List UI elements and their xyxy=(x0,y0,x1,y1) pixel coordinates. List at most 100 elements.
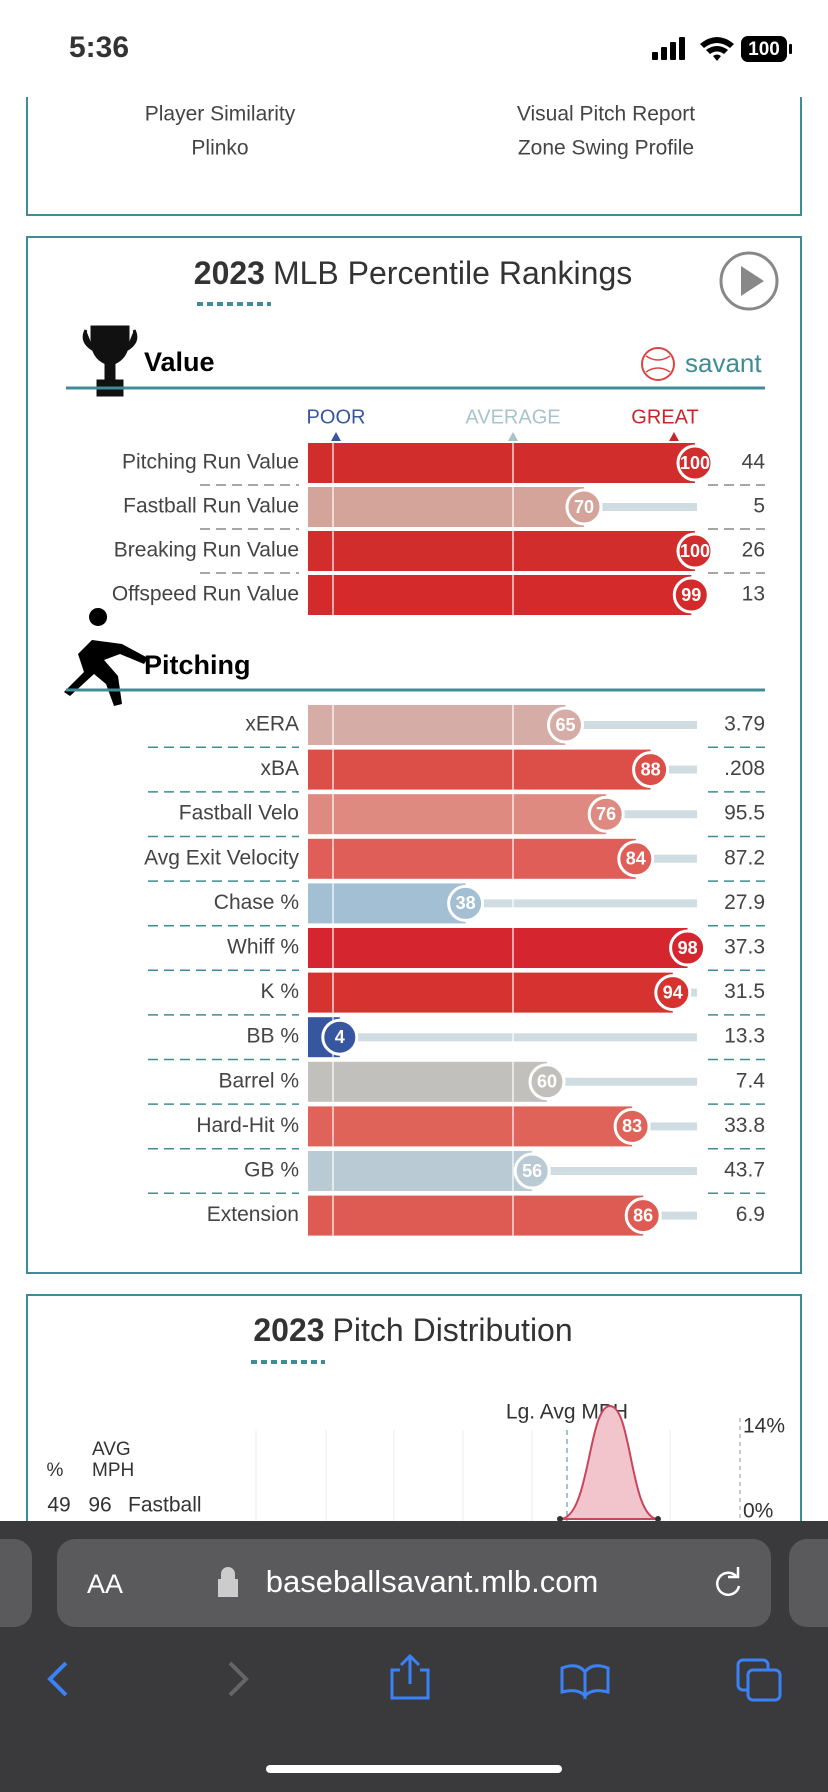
link[interactable]: Visual Pitch Report xyxy=(517,103,695,126)
percentile-value: 76 xyxy=(596,804,616,824)
scale-label: GREAT xyxy=(631,406,698,428)
percentile-circle xyxy=(613,1107,651,1145)
percentile-bar xyxy=(308,749,651,790)
next-tab-pill[interactable] xyxy=(789,1539,828,1627)
forward-button[interactable] xyxy=(228,1661,249,1697)
percentile-bar xyxy=(308,1106,633,1147)
row-label: Hard-Hit % xyxy=(196,1114,299,1137)
address-bar[interactable] xyxy=(57,1539,771,1627)
share-button[interactable] xyxy=(390,1653,430,1700)
percentile-bar xyxy=(308,487,584,527)
row-label: Pitching Run Value xyxy=(122,451,299,474)
percentile-value: 88 xyxy=(641,759,661,779)
percentile-value: 56 xyxy=(522,1161,542,1181)
battery-tip xyxy=(789,44,792,54)
row-label: Fastball Velo xyxy=(179,802,299,825)
pitcher-icon xyxy=(64,608,148,706)
row-label: GB % xyxy=(244,1159,299,1182)
percentile-value: 65 xyxy=(555,715,575,735)
wifi-icon xyxy=(700,37,734,61)
row-label: K % xyxy=(260,980,299,1003)
percentile-bar xyxy=(308,575,692,615)
percentile-circle xyxy=(587,795,625,833)
row-label: xBA xyxy=(260,757,299,780)
percentile-circle xyxy=(321,1018,359,1056)
percentile-bar xyxy=(308,838,636,879)
scale-marker xyxy=(508,432,518,441)
link[interactable]: Zone Swing Profile xyxy=(518,137,694,160)
row-label: Extension xyxy=(207,1203,299,1226)
clock: 5:36 xyxy=(69,31,129,64)
link[interactable]: Player Similarity xyxy=(145,103,296,126)
stat-value: 13.3 xyxy=(724,1025,765,1048)
battery-icon xyxy=(741,36,787,62)
stat-value: 5 xyxy=(753,495,765,518)
text-size-button[interactable]: AA xyxy=(87,1569,123,1599)
percentile-value: 38 xyxy=(456,893,476,913)
percentile-value: 70 xyxy=(574,497,594,517)
row-label: Offspeed Run Value xyxy=(112,583,299,606)
scale-label: AVERAGE xyxy=(465,406,560,428)
percentile-value: 100 xyxy=(680,453,710,473)
title-year: 2023 xyxy=(194,255,265,291)
card-title: 2023 Pitch Distribution xyxy=(253,1312,572,1348)
stat-value: 87.2 xyxy=(724,846,765,869)
stat-value: 95.5 xyxy=(724,802,765,825)
prev-tab-pill[interactable] xyxy=(0,1539,32,1627)
percentile-bar xyxy=(308,531,695,571)
title-year: 2023 xyxy=(253,1312,324,1348)
row-label: Barrel % xyxy=(218,1069,299,1092)
row-label: Fastball Run Value xyxy=(123,495,299,518)
tabs-button-front[interactable] xyxy=(746,1668,782,1702)
row-label: BB % xyxy=(246,1025,299,1048)
percentile-value: 83 xyxy=(622,1116,642,1136)
curve-end xyxy=(655,1516,661,1522)
percentile-bar xyxy=(308,1151,533,1191)
signal-icon xyxy=(652,37,685,60)
percentile-value: 94 xyxy=(663,982,683,1002)
column-header: MPH xyxy=(92,1460,134,1481)
links-card xyxy=(26,97,802,216)
title-text: MLB Percentile Rankings xyxy=(273,255,632,291)
stat-value: 7.4 xyxy=(736,1069,766,1092)
savant-logo xyxy=(641,347,675,381)
stat-value: .208 xyxy=(724,757,765,780)
scale-marker xyxy=(669,432,679,441)
percentile-bar xyxy=(308,883,466,924)
title-text: Pitch Distribution xyxy=(333,1312,573,1348)
play-button[interactable] xyxy=(719,251,779,311)
back-button[interactable] xyxy=(47,1661,68,1697)
percentile-value: 99 xyxy=(681,585,701,605)
row-label: Whiff % xyxy=(227,936,299,959)
percentile-circle xyxy=(624,1197,662,1235)
percentile-bar xyxy=(308,972,673,1013)
stat-value: 33.8 xyxy=(724,1114,765,1137)
brand: savant xyxy=(685,348,762,378)
row-label: Avg Exit Velocity xyxy=(144,846,299,869)
row-label: xERA xyxy=(245,713,299,736)
lg-avg-label: Lg. Avg MPH xyxy=(506,1401,628,1424)
percentile-bar xyxy=(308,705,566,745)
percentile-circle xyxy=(565,488,603,526)
row-label: Breaking Run Value xyxy=(114,539,299,562)
stat-value: 37.3 xyxy=(724,936,765,959)
reload-button[interactable] xyxy=(715,1567,741,1596)
percentile-circle xyxy=(676,444,714,482)
stat-value: 13 xyxy=(742,583,765,606)
link[interactable]: Plinko xyxy=(191,137,248,160)
percentile-circle xyxy=(676,532,714,570)
percentile-circle xyxy=(672,576,710,614)
battery-level: 100 xyxy=(748,39,780,60)
y-bottom-label: 0% xyxy=(743,1500,773,1523)
percentile-bar xyxy=(308,794,607,835)
distribution-grid xyxy=(255,1430,671,1521)
stat-value: 3.79 xyxy=(724,713,765,736)
stat-value: 31.5 xyxy=(724,980,765,1003)
percentile-circle xyxy=(447,884,485,922)
lock-icon xyxy=(218,1567,238,1597)
percentile-circle xyxy=(632,751,670,789)
url[interactable]: baseballsavant.mlb.com xyxy=(266,1564,599,1599)
bookmarks-button[interactable] xyxy=(560,1664,610,1700)
percentile-value: 84 xyxy=(626,849,646,869)
